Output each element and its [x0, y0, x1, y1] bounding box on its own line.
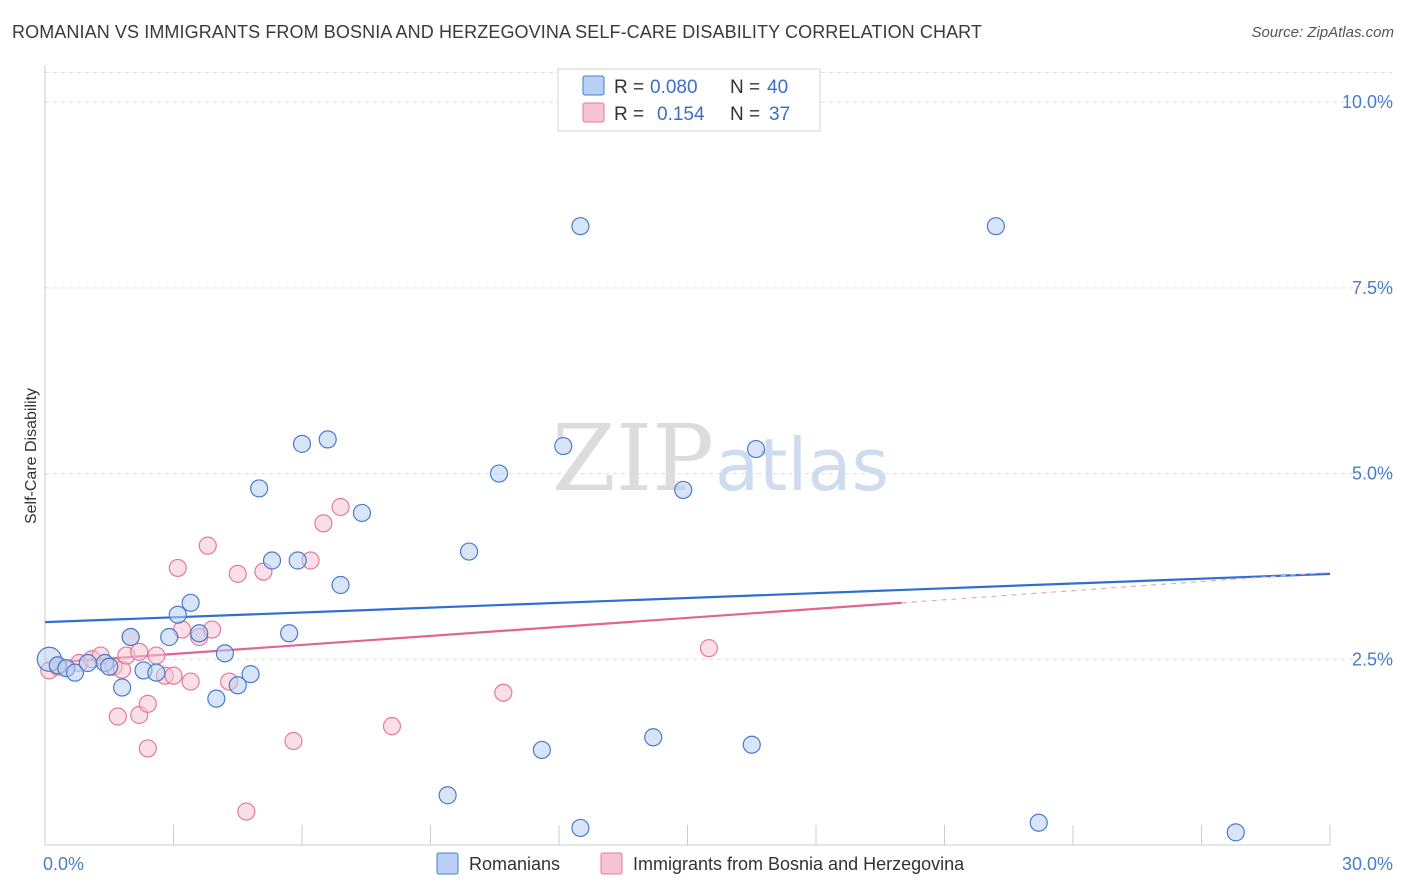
trend-lines	[44, 571, 1331, 665]
x-tick-label-1: 30.0%	[1342, 854, 1393, 874]
series-legend-swatch-romanians	[436, 852, 459, 875]
point-romanians-32	[571, 818, 590, 838]
legend-swatch-romanians	[582, 75, 605, 96]
y-axis-title: Self-Care Disability	[23, 388, 40, 524]
point-romanians-36	[742, 735, 761, 754]
point-romanians-20	[262, 551, 282, 570]
point-romanians-10	[147, 663, 166, 682]
point-romanians-13	[181, 593, 200, 612]
point-romanians-7	[112, 678, 132, 697]
point-bosnia-33	[494, 683, 513, 702]
y-tick-label-1: 5.0%	[1352, 464, 1393, 484]
legend-swatch-bosnia	[582, 102, 605, 123]
point-romanians-14	[190, 624, 209, 643]
point-romanians-29	[489, 464, 509, 483]
axes	[44, 65, 1331, 846]
point-romanians-37	[746, 439, 766, 459]
legend-r-label-2: R =	[614, 104, 644, 125]
point-romanians-8	[121, 627, 140, 647]
trend-line-bosnia	[44, 601, 902, 665]
source-label: Source: ZipAtlas.com	[1251, 24, 1394, 41]
point-romanians-39	[1029, 813, 1048, 832]
point-bosnia-32	[382, 717, 402, 736]
series-legend-bosnia: Immigrants from Bosnia and Herzegovina	[633, 854, 965, 874]
x-tick-label-0: 0.0%	[43, 854, 84, 874]
point-bosnia-31	[331, 497, 350, 517]
point-romanians-30	[532, 740, 551, 760]
point-bosnia-10	[130, 642, 149, 661]
point-romanians-33	[571, 217, 590, 236]
point-romanians-27	[438, 786, 457, 805]
series-legend-romanians: Romanians	[469, 854, 560, 874]
legend-n-value-1: 40	[767, 77, 788, 98]
stats-legend: R = 0.080 N = 40 R = 0.154 N = 37	[557, 68, 821, 132]
point-romanians-19	[250, 479, 269, 498]
series-legend-swatch-bosnia	[600, 852, 623, 875]
point-bosnia-18	[168, 558, 187, 578]
chart-title: ROMANIAN VS IMMIGRANTS FROM BOSNIA AND H…	[12, 22, 983, 42]
point-bosnia-26	[237, 802, 256, 821]
y-tick-label-3: 10.0%	[1342, 92, 1393, 112]
point-bosnia-13	[138, 694, 157, 713]
watermark: ZIP atlas	[552, 405, 889, 512]
point-romanians-15	[207, 689, 226, 708]
legend-r-label-1: R =	[614, 77, 644, 98]
point-romanians-21	[280, 624, 299, 643]
legend-n-value-2: 37	[769, 104, 790, 125]
point-romanians-26	[352, 503, 372, 523]
point-romanians-24	[318, 430, 337, 449]
point-bosnia-30	[314, 514, 333, 533]
point-romanians-25	[331, 575, 350, 595]
point-bosnia-20	[181, 672, 200, 691]
y-tick-label-0: 2.5%	[1352, 649, 1393, 669]
point-bosnia-25	[228, 564, 247, 583]
point-bosnia-34	[699, 639, 719, 658]
point-romanians-23	[292, 434, 312, 453]
point-romanians-11	[160, 627, 179, 647]
point-romanians-34	[644, 728, 663, 747]
gridlines	[45, 71, 1392, 660]
y-tick-label-2: 7.5%	[1352, 278, 1393, 298]
series-legend: Romanians Immigrants from Bosnia and Her…	[436, 852, 965, 875]
data-points	[36, 217, 1245, 842]
point-bosnia-14	[138, 739, 157, 758]
watermark-atlas: atlas	[715, 423, 889, 507]
trend-line-romanians	[44, 572, 1331, 624]
point-romanians-22	[288, 551, 307, 570]
point-romanians-3	[65, 663, 85, 682]
point-romanians-17	[228, 676, 247, 695]
point-romanians-12	[168, 605, 187, 624]
legend-r-value-2: 0.154	[657, 104, 705, 125]
legend-n-label-2: N =	[730, 104, 760, 125]
point-romanians-16	[215, 644, 234, 663]
point-romanians-6	[100, 657, 119, 676]
point-bosnia-11	[108, 707, 127, 726]
point-romanians-18	[241, 665, 260, 684]
point-romanians-35	[674, 480, 693, 500]
tick-labels: 2.5% 5.0% 7.5% 10.0% 0.0% 30.0%	[43, 92, 1393, 874]
point-romanians-4	[78, 653, 97, 673]
point-romanians-40	[1226, 823, 1245, 842]
point-bosnia-17	[164, 666, 183, 685]
legend-r-value-1: 0.080	[650, 77, 698, 98]
point-bosnia-22	[198, 536, 217, 555]
point-romanians-38	[986, 217, 1006, 236]
point-bosnia-15	[147, 646, 166, 665]
point-bosnia-28	[284, 731, 303, 751]
point-romanians-31	[554, 436, 573, 456]
point-romanians-28	[459, 542, 479, 561]
legend-n-label-1: N =	[730, 77, 760, 98]
trend-line-bosnia-dashed	[901, 571, 1331, 604]
